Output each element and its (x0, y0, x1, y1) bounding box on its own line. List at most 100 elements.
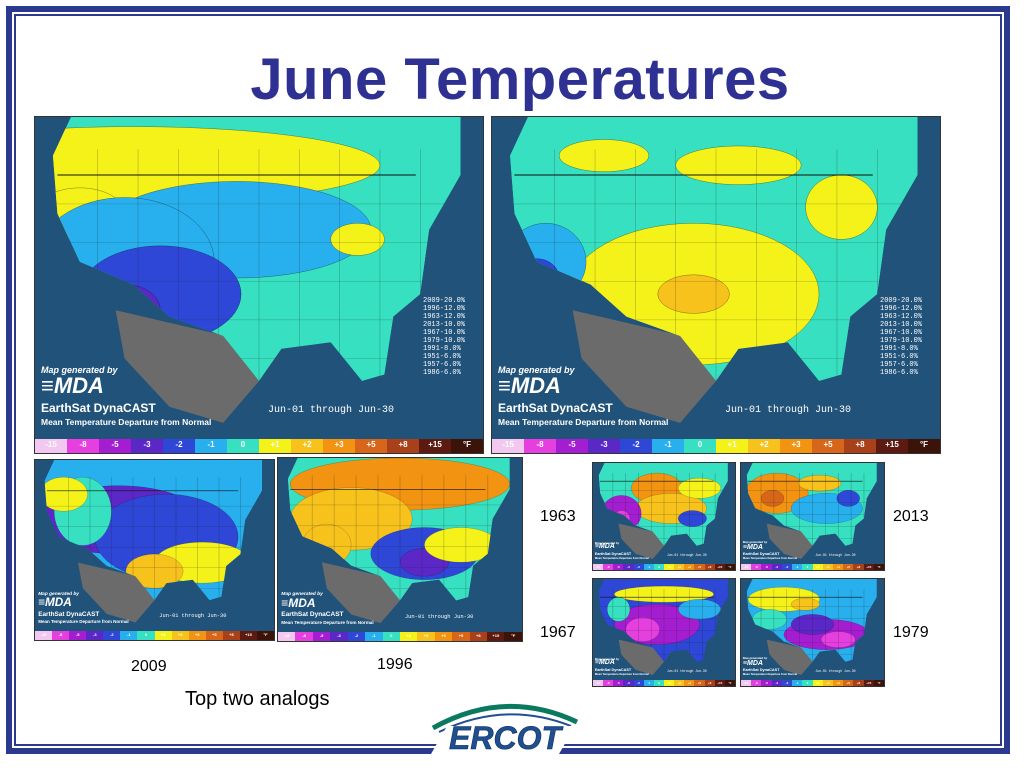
temp-anomaly-region (760, 490, 785, 507)
legend-tick-label: +8 (855, 440, 865, 449)
legend-swatch: -2 (620, 439, 652, 453)
legend-tick-label: -3 (627, 681, 630, 685)
map-credit-generated: Map generated by (41, 365, 118, 375)
legend-tick-label: -8 (754, 681, 758, 685)
legend-swatch: -8 (295, 631, 313, 641)
analog-weight-item: 2013-10.0% (880, 321, 923, 329)
legend-tick-label: +8 (398, 440, 408, 449)
legend-swatch: +2 (291, 439, 323, 453)
analog-weight-item: 2009-20.0% (880, 297, 923, 305)
legend-swatch: +15 (487, 631, 505, 641)
map-product-name: EarthSat DynaCAST (41, 401, 156, 415)
legend-swatch: 0 (137, 631, 155, 640)
analog-weight-item: 2013-10.0% (423, 321, 466, 329)
legend-tick-label: -5 (111, 440, 119, 449)
legend-tick-label: +15 (492, 632, 500, 638)
legend-tick-label: +5 (458, 632, 464, 638)
legend-swatch: -5 (613, 680, 624, 686)
legend-swatch: +1 (663, 680, 675, 686)
legend-swatch: -2 (781, 564, 793, 570)
legend-swatch: -1 (120, 631, 138, 640)
legend-swatch: 0 (382, 631, 400, 641)
map-subtitle: Mean Temperature Departure from Normal (498, 417, 669, 427)
mexico-region (321, 562, 413, 624)
temp-anomaly-region (558, 139, 650, 172)
legend-tick-label: 0 (658, 681, 660, 685)
year-label-1979: 1979 (893, 624, 929, 641)
legend-tick-label: +8 (476, 632, 481, 638)
analogs-note: Top two analogs (185, 688, 330, 710)
legend-swatch: °F (724, 564, 735, 570)
legend-tick-label: 0 (240, 440, 246, 449)
legend-tick-label: +1 (667, 681, 671, 685)
legend-tick-label: -1 (664, 440, 672, 449)
legend-tick-label: 0 (806, 681, 809, 685)
map-svg (287, 458, 510, 624)
legend-swatch: +2 (822, 564, 833, 570)
mexico-region (618, 639, 672, 675)
legend-swatch: -2 (781, 680, 793, 686)
temperature-legend: -15 -8 -5 -3 -2 -1 0 +1 +2 +3 +5 +8 +15 °F (593, 564, 735, 570)
legend-swatch: -8 (751, 680, 762, 686)
legend-tick-label: +1 (270, 440, 280, 449)
legend-tick-label: +15 (866, 565, 872, 569)
legend-swatch: +8 (704, 564, 715, 570)
analog-weights-list: 2009-20.0% 1996-12.0% 1963-12.0% 2013-10.0%… (423, 297, 465, 377)
legend-swatch: -15 (741, 680, 752, 686)
map-analog-2013: -15 -8 -5 -3 -2 -1 0 +1 +2 +3 +5 +8 +15 °F Map generat… (740, 462, 885, 571)
legend-swatch: +8 (844, 439, 876, 453)
legend-tick-label: +15 (245, 632, 252, 637)
legend-swatch: -5 (556, 439, 588, 453)
legend-swatch: °F (451, 439, 483, 453)
legend-swatch: +1 (399, 631, 418, 641)
temperature-legend: -15 -8 -5 -3 -2 -1 0 +1 +2 +3 +5 +8 +15 °F (35, 631, 274, 640)
legend-tick-label: -1 (372, 632, 376, 638)
legend-swatch: -5 (69, 631, 87, 640)
legend-tick-label: -8 (58, 632, 63, 637)
legend-tick-label: -8 (536, 440, 544, 449)
legend-swatch: 0 (653, 680, 664, 686)
legend-swatch: -15 (593, 680, 604, 686)
temp-anomaly-region (330, 223, 385, 256)
legend-tick-label: 0 (806, 565, 809, 569)
map-subtitle: Mean Temperature Departure from Normal (38, 619, 129, 625)
legend-swatch: -3 (623, 680, 634, 686)
legend-tick-label: -1 (647, 681, 651, 685)
legend-tick-label: -15 (743, 681, 749, 685)
legend-swatch: +2 (674, 680, 685, 686)
legend-swatch: +1 (812, 564, 823, 570)
analog-weight-item: 1957-6.0% (880, 361, 918, 369)
legend-tick-label: +15 (717, 681, 723, 685)
legend-tick-label: -5 (568, 440, 576, 449)
map-credit-generated: Map generated by (594, 540, 620, 545)
legend-swatch: -2 (163, 439, 195, 453)
legend-tick-label: +2 (826, 565, 830, 569)
legend-swatch: -3 (86, 631, 104, 640)
map-subtitle: Mean Temperature Departure from Normal (742, 672, 798, 676)
legend-tick-label: +2 (302, 440, 312, 449)
legend-swatch: °F (873, 680, 884, 686)
legend-tick-label: +3 (791, 440, 801, 449)
temp-anomaly-region (44, 476, 88, 512)
legend-swatch: -8 (524, 439, 556, 453)
legend-tick-label: -3 (775, 565, 779, 569)
legend-tick-label: -3 (337, 632, 341, 638)
legend-swatch: °F (257, 631, 274, 640)
legend-tick-label: -15 (40, 632, 47, 637)
legend-swatch: -3 (771, 680, 782, 686)
map-analog-1996: -15 -8 -5 -3 -2 -1 0 +1 +2 +3 +5 +8 +15 °F Map generat… (277, 457, 523, 642)
legend-swatch: +8 (704, 680, 715, 686)
legend-tick-label: +1 (406, 632, 411, 638)
legend-swatch: -3 (771, 564, 782, 570)
legend-tick-label: -5 (319, 632, 324, 638)
legend-swatch: +1 (716, 439, 748, 453)
map-main-right: -15 -8 -5 -3 -2 -1 0 +1 +2 +3 +5 +8 +15 °F Map generat… (491, 116, 941, 454)
legend-swatch: °F (724, 680, 735, 686)
legend-tick-label: +5 (846, 565, 850, 569)
legend-swatch: 0 (684, 439, 716, 453)
legend-tick-label: -1 (795, 681, 799, 685)
legend-swatch: °F (873, 564, 884, 570)
legend-swatch: +15 (239, 631, 258, 640)
legend-tick-label: -3 (627, 565, 630, 569)
legend-tick-label: +1 (727, 440, 737, 449)
